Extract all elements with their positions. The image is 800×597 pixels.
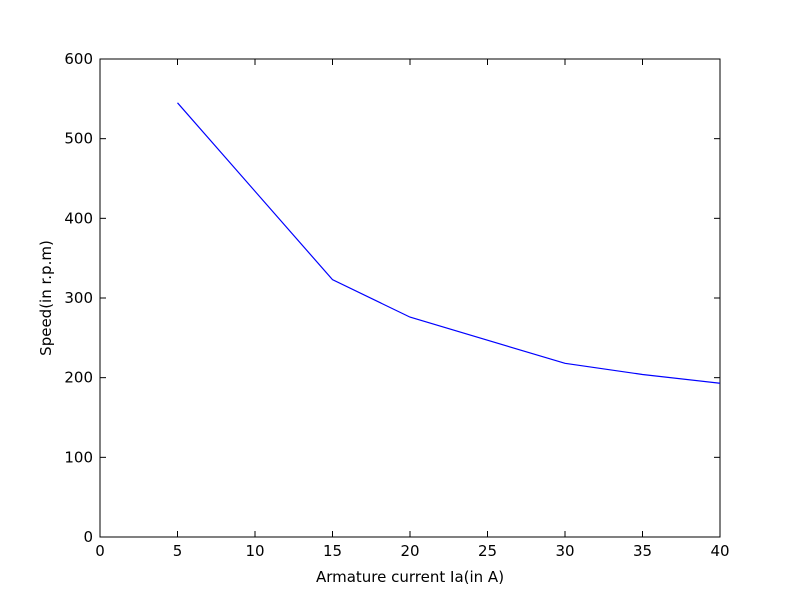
y-tick-label: 100: [64, 448, 93, 466]
x-tick-label: 10: [245, 542, 264, 560]
y-tick-label: 500: [64, 130, 93, 148]
y-tick-label: 200: [64, 369, 93, 387]
y-tick-label: 600: [64, 50, 93, 68]
x-tick-label: 20: [400, 542, 419, 560]
x-tick-label: 25: [478, 542, 497, 560]
y-tick-label: 0: [83, 528, 93, 546]
y-tick-label: 400: [64, 209, 93, 227]
x-tick-label: 5: [173, 542, 183, 560]
data-line: [177, 102, 721, 384]
x-tick-label: 40: [710, 542, 729, 560]
x-tick-label: 15: [323, 542, 342, 560]
x-tick-label: 30: [555, 542, 574, 560]
plot-frame: [99, 58, 721, 538]
y-tick-label: 300: [64, 289, 93, 307]
x-tick-label: 0: [95, 542, 105, 560]
x-tick-label: 35: [633, 542, 652, 560]
x-axis-label: Armature current Ia(in A): [316, 568, 504, 586]
y-axis-label: Speed(in r.p.m): [37, 240, 55, 356]
